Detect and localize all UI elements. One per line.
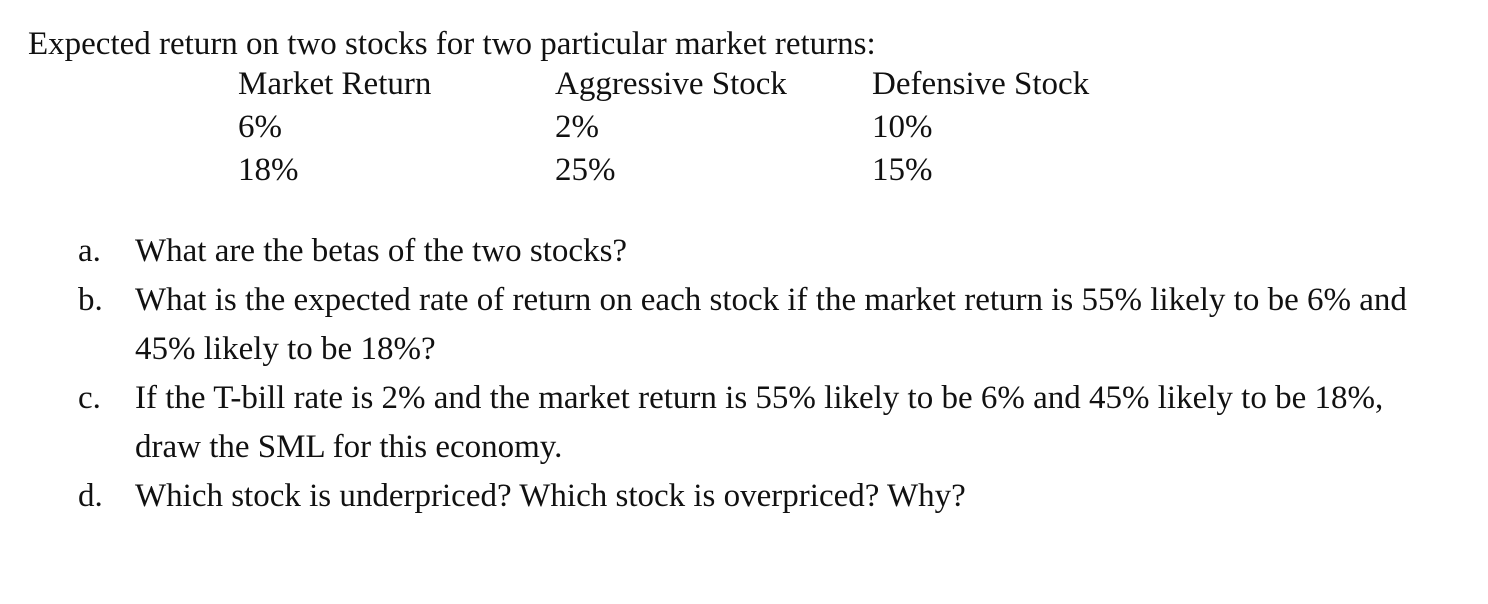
- question-text: If the T-bill rate is 2% and the market …: [135, 380, 1384, 465]
- question-d: d. Which stock is underpriced? Which sto…: [78, 472, 1448, 521]
- question-b: b. What is the expected rate of return o…: [78, 276, 1448, 374]
- cell-market-return: 18%: [238, 152, 299, 188]
- cell-aggressive-stock: 2%: [555, 109, 599, 145]
- question-list: a. What are the betas of the two stocks?…: [78, 227, 1448, 521]
- question-text: What are the betas of the two stocks?: [135, 233, 628, 269]
- cell-defensive-stock: 15%: [872, 152, 933, 188]
- cell-market-return: 6%: [238, 109, 282, 145]
- intro-text: Expected return on two stocks for two pa…: [28, 26, 876, 62]
- header-defensive-stock: Defensive Stock: [872, 66, 1090, 102]
- header-market-return: Market Return: [238, 66, 432, 102]
- header-aggressive-stock: Aggressive Stock: [555, 66, 787, 102]
- question-text: Which stock is underpriced? Which stock …: [135, 478, 966, 514]
- question-marker: c.: [78, 380, 101, 416]
- question-c: c. If the T-bill rate is 2% and the mark…: [78, 374, 1448, 472]
- question-marker: a.: [78, 233, 101, 269]
- question-text: What is the expected rate of return on e…: [135, 282, 1407, 367]
- question-a: a. What are the betas of the two stocks?: [78, 227, 1448, 276]
- cell-defensive-stock: 10%: [872, 109, 933, 145]
- question-marker: d.: [78, 478, 103, 514]
- question-marker: b.: [78, 282, 103, 318]
- cell-aggressive-stock: 25%: [555, 152, 616, 188]
